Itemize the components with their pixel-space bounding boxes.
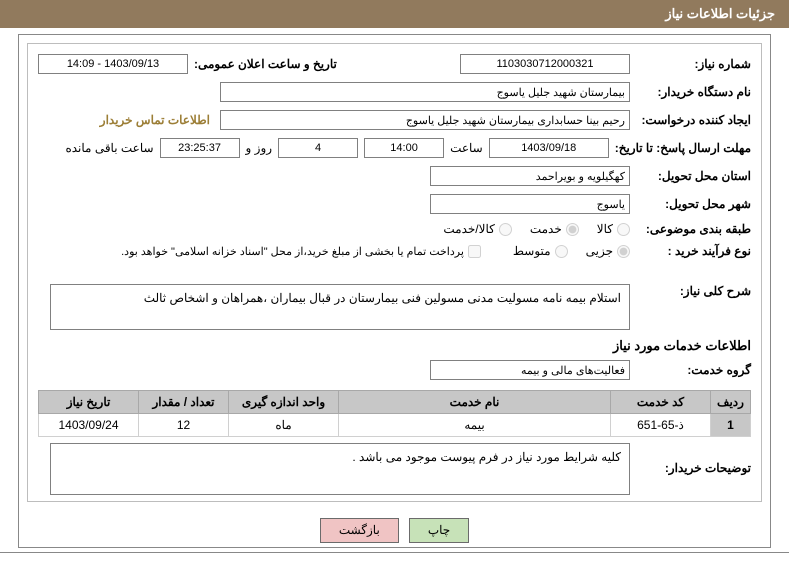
col-name: نام خدمت [339, 391, 611, 414]
payment-checkbox[interactable]: پرداخت تمام یا بخشی از مبلغ خرید،از محل … [121, 245, 481, 258]
col-code: کد خدمت [611, 391, 711, 414]
services-section-title: اطلاعات خدمات مورد نیاز [38, 338, 751, 354]
service-group-label: گروه خدمت: [636, 363, 751, 377]
remaining-timer-field [160, 138, 240, 158]
need-number-field [460, 54, 630, 74]
page-header: جزئیات اطلاعات نیاز [0, 0, 789, 28]
delivery-city-label: شهر محل تحویل: [636, 197, 751, 211]
remaining-days-suffix: روز و [246, 141, 273, 155]
purchase-type-label: نوع فرآیند خرید : [636, 244, 751, 258]
cell-need-date: 1403/09/24 [39, 414, 139, 437]
delivery-province-field [430, 166, 630, 186]
announce-field [38, 54, 188, 74]
buyer-notes-box: کلیه شرایط مورد نیاز در فرم پیوست موجود … [50, 443, 630, 495]
remaining-suffix: ساعت باقی مانده [65, 141, 153, 155]
need-summary-box: استلام بیمه نامه مسولیت مدنی مسولین فنی … [50, 284, 630, 330]
buyer-org-label: نام دستگاه خریدار: [636, 85, 751, 99]
buyer-org-field [220, 82, 630, 102]
deadline-hour-field [364, 138, 444, 158]
delivery-city-field [430, 194, 630, 214]
col-qty: تعداد / مقدار [139, 391, 229, 414]
radio-service[interactable]: خدمت [530, 222, 579, 236]
radio-goods-service[interactable]: کالا/خدمت [443, 222, 511, 236]
back-button[interactable]: بازگشت [320, 518, 399, 543]
need-summary-label: شرح کلی نیاز: [636, 284, 751, 298]
delivery-province-label: استان محل تحویل: [636, 169, 751, 183]
col-row: ردیف [711, 391, 751, 414]
category-label: طبقه بندی موضوعی: [636, 222, 751, 236]
cell-unit: ماه [229, 414, 339, 437]
service-group-field [430, 360, 630, 380]
deadline-label: مهلت ارسال پاسخ: تا تاریخ: [615, 141, 751, 155]
requester-field [220, 110, 630, 130]
radio-minor[interactable]: جزیی [586, 244, 630, 258]
table-row: 1 ذ-65-651 بیمه ماه 12 1403/09/24 [39, 414, 751, 437]
remaining-days-field [278, 138, 358, 158]
buyer-notes-label: توضیحات خریدار: [636, 443, 751, 475]
col-unit: واحد اندازه گیری [229, 391, 339, 414]
radio-goods[interactable]: کالا [597, 222, 630, 236]
cell-name: بیمه [339, 414, 611, 437]
radio-medium[interactable]: متوسط [513, 244, 568, 258]
cell-code: ذ-65-651 [611, 414, 711, 437]
content-frame: شماره نیاز: تاریخ و ساعت اعلان عمومی: نا… [18, 34, 771, 548]
deadline-date-field [489, 138, 609, 158]
col-need-date: تاریخ نیاز [39, 391, 139, 414]
print-button[interactable]: چاپ [409, 518, 469, 543]
services-table: ردیف کد خدمت نام خدمت واحد اندازه گیری ت… [38, 390, 751, 437]
requester-label: ایجاد کننده درخواست: [636, 113, 751, 127]
cell-row: 1 [711, 414, 751, 437]
page-title: جزئیات اطلاعات نیاز [665, 6, 775, 21]
announce-label: تاریخ و ساعت اعلان عمومی: [194, 57, 337, 71]
need-number-label: شماره نیاز: [636, 57, 751, 71]
deadline-hour-label: ساعت [450, 141, 483, 155]
contact-buyer-link[interactable]: اطلاعات تماس خریدار [100, 113, 214, 127]
cell-qty: 12 [139, 414, 229, 437]
